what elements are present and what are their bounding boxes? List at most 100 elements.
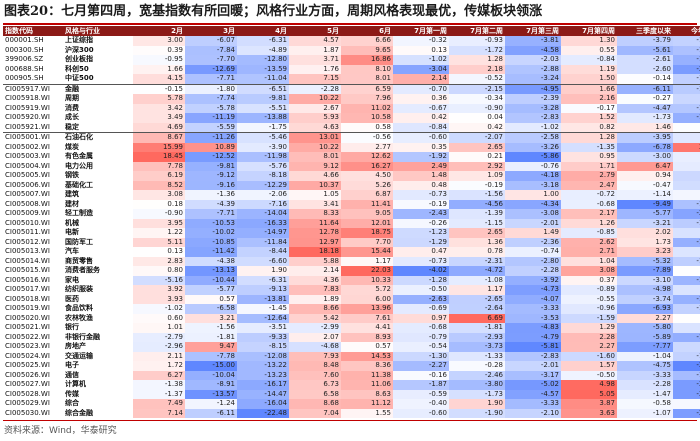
return-cell: -22.48 (237, 408, 289, 418)
return-cell: 8.66 (289, 304, 341, 314)
return-cell: 2.67 (289, 103, 341, 113)
table-row: CI005002.WI 煤炭 15.99 10.89 -3.90 10.22 2.77 0.3… (3, 142, 700, 152)
index-code-cell: CI005025.WI (5, 361, 50, 369)
return-cell: -5.61 (617, 45, 673, 55)
return-cell: -4.95 (505, 83, 561, 94)
return-cell: 1.49 (505, 228, 561, 238)
return-cell: 2.16 (561, 94, 617, 104)
return-cell: -1.33 (449, 351, 505, 361)
return-cell: 8.93 (341, 332, 393, 342)
return-cell: -0.14 (617, 74, 673, 84)
return-cell: 2.07 (289, 332, 341, 342)
return-cell: -17.62 (673, 55, 700, 65)
return-cell: 0.78 (449, 247, 505, 257)
return-cell: 11.64 (289, 218, 341, 228)
return-cell: -8.91 (185, 380, 237, 390)
return-cell: -0.85 (561, 228, 617, 238)
column-header: 7月第四周 (561, 26, 617, 36)
return-cell: 0.47 (393, 247, 449, 257)
return-cell: -13.13 (185, 266, 237, 276)
return-cell: -0.12 (673, 266, 700, 276)
table-row: 000300.SH 沪深300 0.39 -7.84 -4.89 1.87 9.65 0.13… (3, 45, 700, 55)
return-cell: 16.27 (341, 161, 393, 171)
return-cell: -0.60 (393, 408, 449, 418)
return-cell: -0.50 (561, 370, 617, 380)
table-row: CI005003.WI 有色金属 18.45 -12.52 -11.98 8.01 12.6… (3, 152, 700, 162)
return-cell: 11.12 (341, 399, 393, 409)
return-cell: -3.33 (617, 370, 673, 380)
return-cell: 15.99 (133, 142, 185, 152)
return-cell: 4.57 (289, 36, 341, 46)
return-cell: 2.18 (449, 64, 505, 74)
return-cell: 6.73 (289, 380, 341, 390)
table-row: 000688.SH 科创50 1.66 -12.69 -13.59 1.76 8.10 -3.… (3, 64, 700, 74)
return-cell: 4.98 (561, 380, 617, 390)
return-cell: -12.77 (673, 103, 700, 113)
return-cell: 9.12 (289, 161, 341, 171)
index-name-cell: 非银行金融 (65, 332, 100, 341)
return-cell: 1.01 (133, 323, 185, 333)
index-name-cell: 沪深300 (65, 45, 94, 54)
return-cell: -3.53 (505, 313, 561, 323)
return-cell: -2.01 (505, 218, 561, 228)
return-cell: 7.70 (341, 237, 393, 247)
index-name-cell: 消费 (65, 103, 79, 112)
return-cell: -1.23 (393, 228, 449, 238)
return-cell: -1.36 (185, 190, 237, 200)
index-name-cell: 石油石化 (63, 132, 133, 143)
index-name-cell: 有色金属 (65, 152, 93, 160)
index-code-cell: CI005019.WI (5, 304, 50, 312)
index-code-cell: CI005010.WI (5, 218, 50, 227)
return-cell: -1.92 (393, 152, 449, 162)
return-cell: -0.54 (393, 342, 449, 352)
index-name-cell: 建筑 (65, 190, 79, 198)
table-row: CI005008.WI 建材 0.18 -4.39 -7.16 3.41 11.41 -0.1… (3, 199, 700, 209)
table-row: CI005917.WI 金融 -0.15 -1.80 -6.51 -2.28 6.59 -0.… (3, 83, 700, 94)
return-cell: -5.78 (185, 103, 237, 113)
return-cell: -1.45 (237, 304, 289, 314)
return-cell: -4.57 (505, 389, 561, 399)
return-cell: -6.00 (673, 247, 700, 257)
table-row: 000905.SH 中证500 4.15 -7.71 -11.04 7.15 8.01 2.1… (3, 74, 700, 84)
index-code-cell: CI005011.WI (5, 228, 50, 236)
return-cell: 1.72 (133, 361, 185, 371)
index-code-cell: CI005012.WI (5, 237, 50, 246)
return-cell: -2.96 (133, 342, 185, 352)
return-cell: -0.96 (561, 304, 617, 314)
return-cell: -5.81 (505, 342, 561, 352)
table-row: 399006.SZ 创业板指 -0.95 -7.70 -12.80 3.71 16.86 -1… (3, 55, 700, 65)
index-name-cell: 食品饮料 (65, 304, 93, 312)
index-name-cell: 纺织服装 (65, 285, 93, 293)
return-cell: -18.22 (673, 113, 700, 123)
return-cell: 5.93 (289, 113, 341, 123)
title-divider (3, 23, 697, 25)
return-cell: -16.17 (237, 380, 289, 390)
return-cell: -1.29 (393, 237, 449, 247)
return-cell: -5.46 (237, 132, 289, 143)
return-cell: -4.44 (673, 161, 700, 171)
return-cell: 0.21 (449, 152, 505, 162)
return-cell: -22.47 (673, 64, 700, 74)
return-cell: -3.92 (505, 275, 561, 285)
index-name-cell: 成长 (65, 113, 79, 121)
return-cell: -3.26 (505, 142, 561, 152)
return-cell: -22.59 (673, 380, 700, 390)
index-name-cell: 电新 (65, 228, 79, 236)
return-cell: -0.17 (561, 103, 617, 113)
return-cell: -0.68 (561, 199, 617, 209)
return-cell: 16.86 (341, 55, 393, 65)
return-cell: -6.30 (673, 323, 700, 333)
return-cell: -2.83 (505, 113, 561, 123)
return-cell: -0.15 (133, 83, 185, 94)
return-cell: 0.04 (449, 113, 505, 123)
return-cell: 1.55 (341, 408, 393, 418)
return-cell: 3.08 (561, 266, 617, 276)
return-cell: -10.53 (185, 218, 237, 228)
return-cell: -11.42 (185, 247, 237, 257)
return-cell: 0.42 (449, 122, 505, 133)
return-cell: -16.04 (237, 399, 289, 409)
table-row: CI005025.WI 电子 1.72 -15.00 -13.22 8.48 8.36 -2.… (3, 361, 700, 371)
return-cell: 2.27 (561, 342, 617, 352)
return-cell: -10.02 (185, 228, 237, 238)
return-cell: 3.41 (289, 199, 341, 209)
